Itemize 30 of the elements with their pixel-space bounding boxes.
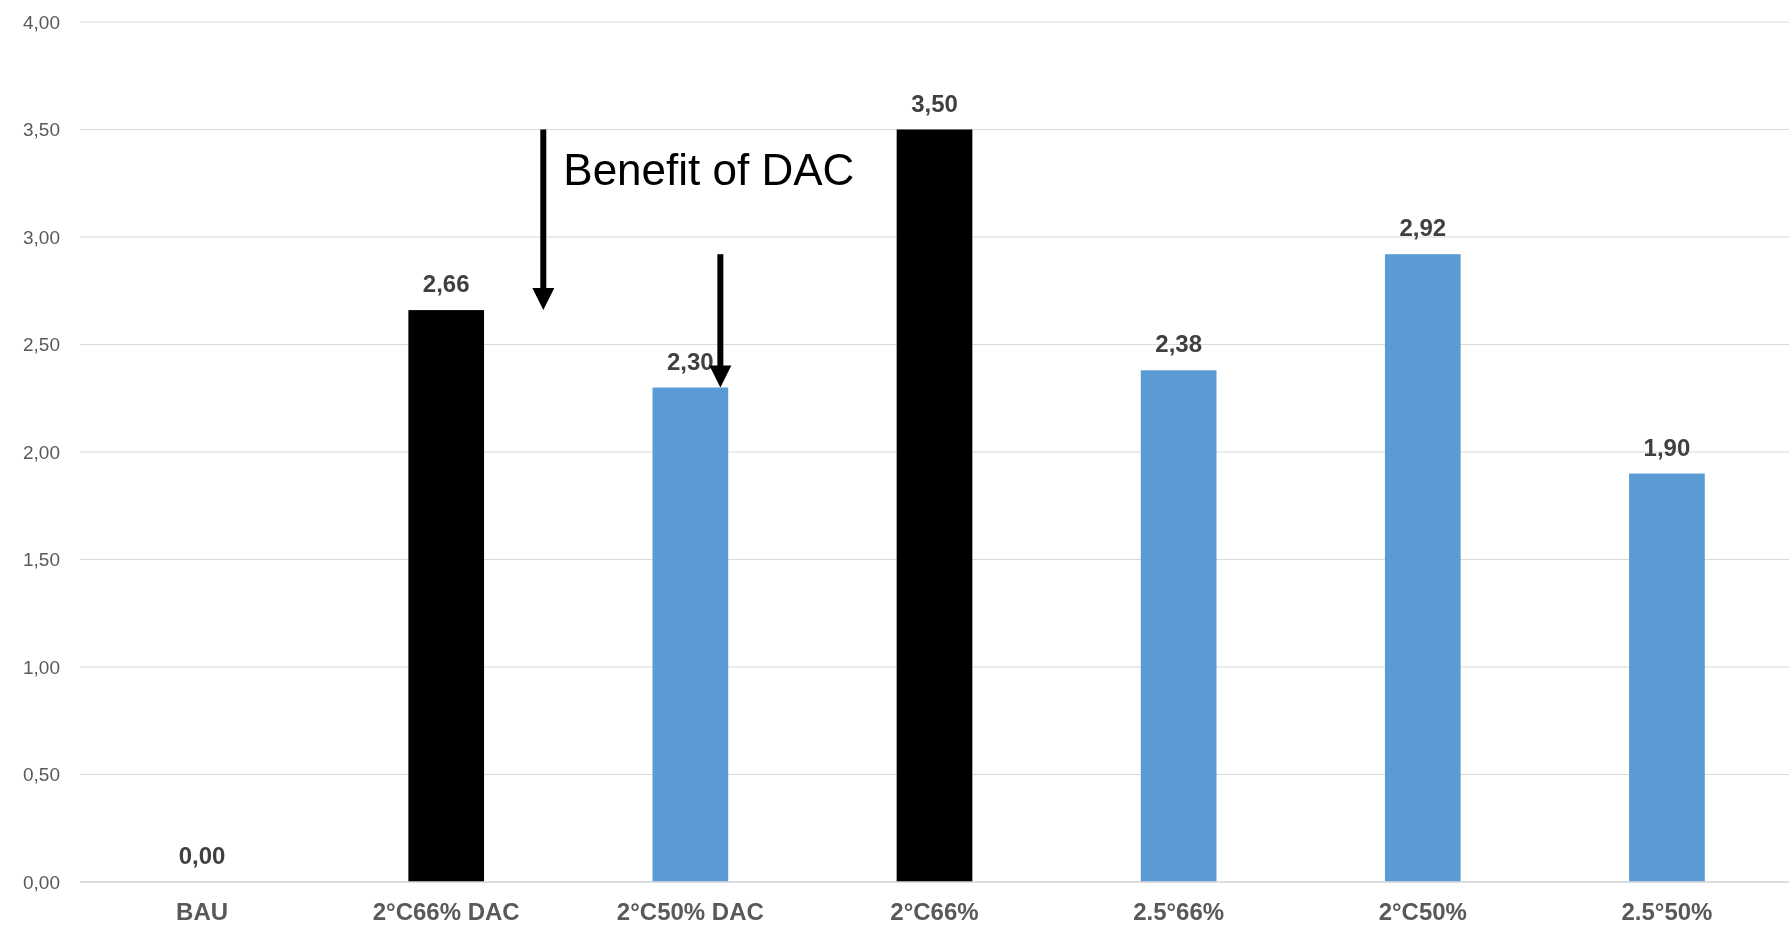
y-tick-label: 1,00 <box>23 656 60 678</box>
data-label: 2,66 <box>422 270 470 298</box>
x-tick-label: 2.5°66% <box>1133 898 1225 925</box>
bar <box>896 129 973 882</box>
x-tick-label: 2°C50% DAC <box>616 898 764 925</box>
x-tick-label: 2.5°50% <box>1621 898 1713 925</box>
x-tick-label: 2°C66% <box>890 898 979 925</box>
y-tick-label: 0,00 <box>23 871 60 893</box>
bar <box>1384 254 1461 882</box>
y-tick-label: 3,00 <box>23 226 60 248</box>
bar <box>1140 370 1217 882</box>
bar <box>652 387 729 882</box>
bar <box>1629 473 1705 882</box>
x-tick-label: 2°C50% <box>1378 898 1467 925</box>
data-label: 3,50 <box>911 89 958 117</box>
y-tick-label: 1,50 <box>23 549 60 571</box>
data-label: 2,30 <box>667 347 714 375</box>
y-tick-label: 0,50 <box>23 764 60 786</box>
x-tick-label: 2°C66% DAC <box>372 898 520 925</box>
y-tick-label: 2,50 <box>23 334 60 356</box>
y-tick-label: 3,50 <box>23 119 60 141</box>
bar <box>408 310 485 882</box>
data-label: 2,38 <box>1155 330 1202 358</box>
data-label: 2,92 <box>1399 214 1447 242</box>
annotation: Benefit of DAC <box>563 144 855 194</box>
y-tick-label: 2,00 <box>23 441 60 463</box>
x-tick-label: BAU <box>176 898 229 925</box>
data-label: 0,00 <box>178 842 226 869</box>
data-label: 1,90 <box>1643 433 1691 461</box>
y-tick-label: 4,00 <box>23 11 60 33</box>
